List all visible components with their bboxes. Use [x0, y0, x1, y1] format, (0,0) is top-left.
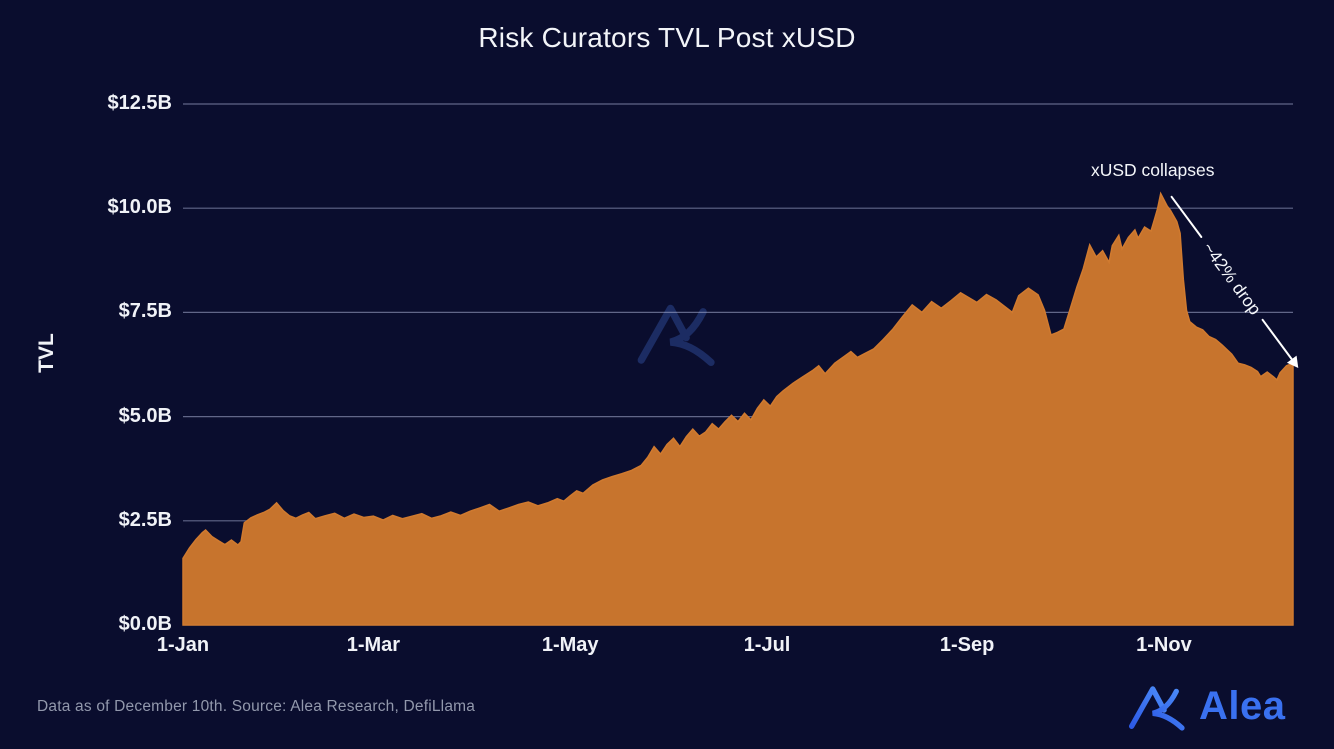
alea-watermark-icon: [637, 304, 715, 367]
chart-title: Risk Curators TVL Post xUSD: [478, 22, 856, 53]
alea-logo: Alea: [1122, 680, 1286, 732]
tvl-area-series: [182, 191, 1294, 626]
collapse-annotation-label: xUSD collapses: [1091, 160, 1215, 180]
alea-logo-wordmark: Alea: [1199, 684, 1286, 728]
source-note: Data as of December 10th. Source: Alea R…: [37, 698, 476, 715]
alea-logo-icon: [1128, 686, 1185, 731]
